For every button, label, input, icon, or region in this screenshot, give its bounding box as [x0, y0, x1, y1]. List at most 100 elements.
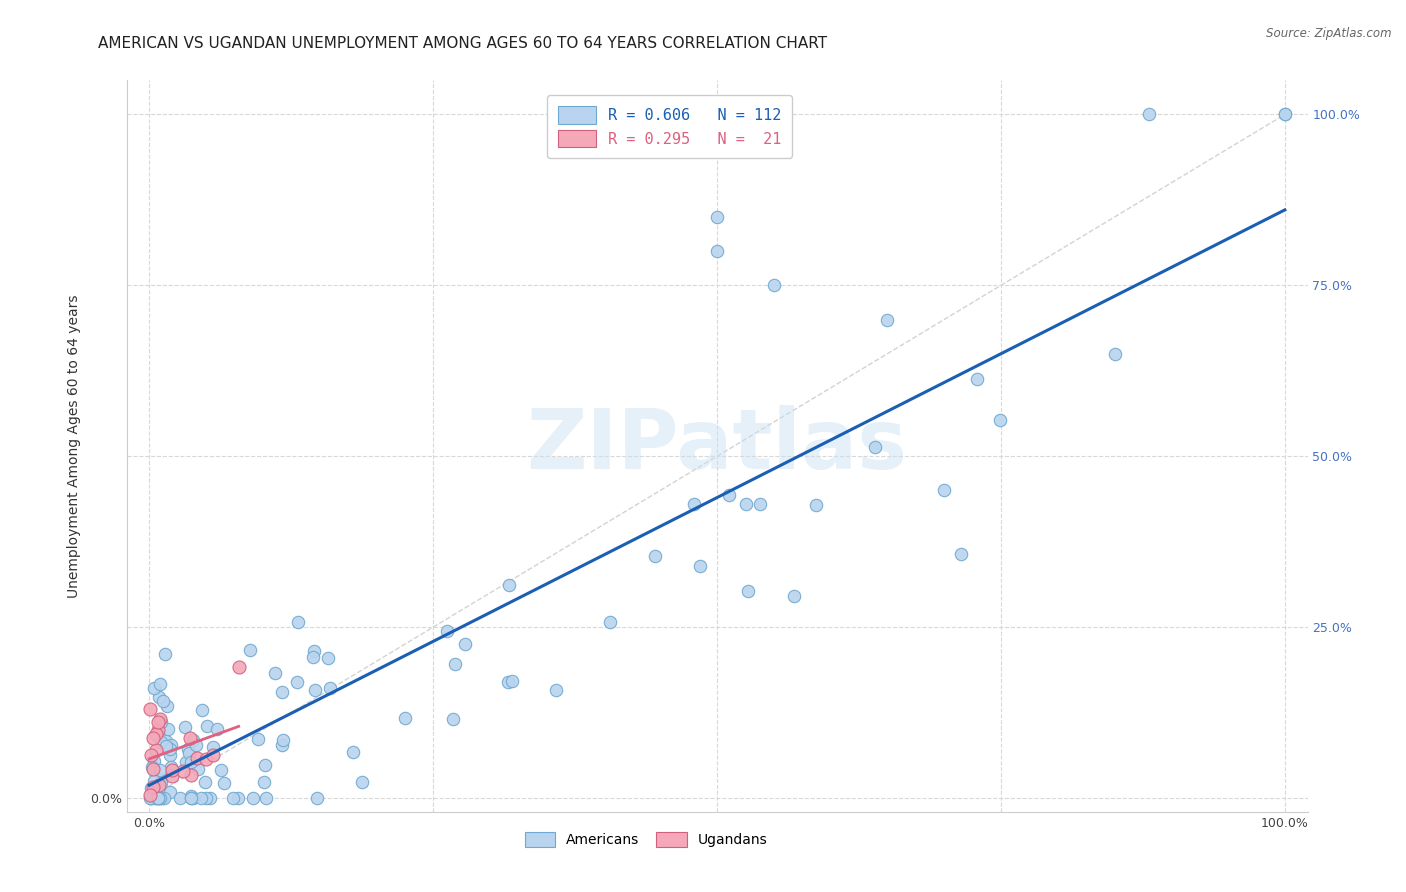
Point: [191, 703, 214, 717]
Point: [190, 791, 212, 805]
Point: [194, 791, 217, 805]
Point: [142, 774, 165, 789]
Point: [143, 754, 166, 768]
Point: [149, 677, 172, 691]
Point: [599, 615, 621, 629]
Point: [734, 497, 756, 511]
Point: [139, 791, 162, 805]
Point: [318, 681, 340, 695]
Point: [149, 791, 172, 805]
Point: [177, 746, 200, 760]
Point: [142, 762, 165, 776]
Point: [180, 768, 202, 782]
Point: [139, 780, 162, 795]
Point: [146, 791, 169, 805]
Point: [876, 312, 898, 326]
Point: [150, 735, 173, 749]
Point: [501, 673, 523, 688]
Point: [394, 711, 416, 725]
Point: [287, 615, 309, 629]
Point: [143, 791, 166, 805]
Point: [194, 752, 217, 766]
Point: [212, 776, 235, 790]
Point: [180, 789, 202, 803]
Point: [153, 648, 176, 662]
Point: [222, 791, 245, 805]
Text: AMERICAN VS UGANDAN UNEMPLOYMENT AMONG AGES 60 TO 64 YEARS CORRELATION CHART: AMERICAN VS UGANDAN UNEMPLOYMENT AMONG A…: [98, 36, 828, 51]
Point: [160, 763, 183, 777]
Point: [1274, 107, 1296, 121]
Point: [498, 578, 520, 592]
Point: [148, 791, 170, 805]
Point: [207, 723, 229, 737]
Point: [143, 681, 166, 696]
Point: [706, 210, 728, 224]
Point: [198, 791, 221, 805]
Point: [342, 745, 364, 759]
Point: [254, 791, 277, 805]
Point: [146, 714, 169, 729]
Point: [242, 791, 264, 805]
Point: [174, 755, 197, 769]
Point: [443, 657, 465, 672]
Point: [169, 791, 191, 805]
Point: [863, 440, 886, 454]
Point: [1274, 107, 1296, 121]
Point: [142, 780, 165, 794]
Point: [1104, 347, 1126, 361]
Text: Source: ZipAtlas.com: Source: ZipAtlas.com: [1267, 27, 1392, 40]
Point: [139, 791, 162, 805]
Point: [179, 731, 201, 745]
Point: [149, 712, 172, 726]
Point: [350, 775, 373, 789]
Text: ZIPatlas: ZIPatlas: [527, 406, 907, 486]
Point: [187, 762, 209, 776]
Point: [139, 788, 162, 802]
Point: [301, 649, 323, 664]
Point: [181, 791, 204, 805]
Point: [149, 776, 172, 790]
Point: [436, 624, 458, 638]
Point: [253, 758, 276, 772]
Point: [153, 791, 176, 805]
Point: [139, 747, 162, 762]
Point: [804, 498, 827, 512]
Point: [316, 650, 339, 665]
Point: [782, 589, 804, 603]
Point: [181, 733, 204, 747]
Point: [253, 775, 276, 789]
Point: [717, 488, 740, 502]
Point: [228, 659, 250, 673]
Point: [155, 739, 177, 754]
Point: [186, 751, 208, 765]
Point: [202, 747, 225, 762]
Point: [146, 791, 169, 805]
Point: [142, 731, 165, 745]
Point: [150, 791, 173, 805]
Point: [145, 791, 167, 805]
Legend: Americans, Ugandans: Americans, Ugandans: [519, 826, 773, 853]
Point: [156, 723, 179, 737]
Point: [966, 372, 988, 386]
Point: [1137, 107, 1160, 121]
Point: [949, 547, 972, 561]
Point: [270, 685, 292, 699]
Point: [441, 712, 464, 726]
Point: [149, 773, 172, 788]
Point: [148, 690, 170, 704]
Point: [155, 734, 177, 748]
Point: [160, 760, 183, 774]
Point: [683, 497, 706, 511]
Point: [228, 791, 250, 805]
Point: [145, 743, 167, 757]
Point: [180, 791, 202, 805]
Point: [141, 760, 163, 774]
Point: [159, 748, 181, 763]
Point: [156, 699, 179, 714]
Point: [146, 791, 169, 805]
Point: [287, 675, 309, 690]
Point: [202, 739, 225, 754]
Point: [150, 714, 173, 729]
Point: [689, 559, 711, 574]
Point: [148, 778, 170, 792]
